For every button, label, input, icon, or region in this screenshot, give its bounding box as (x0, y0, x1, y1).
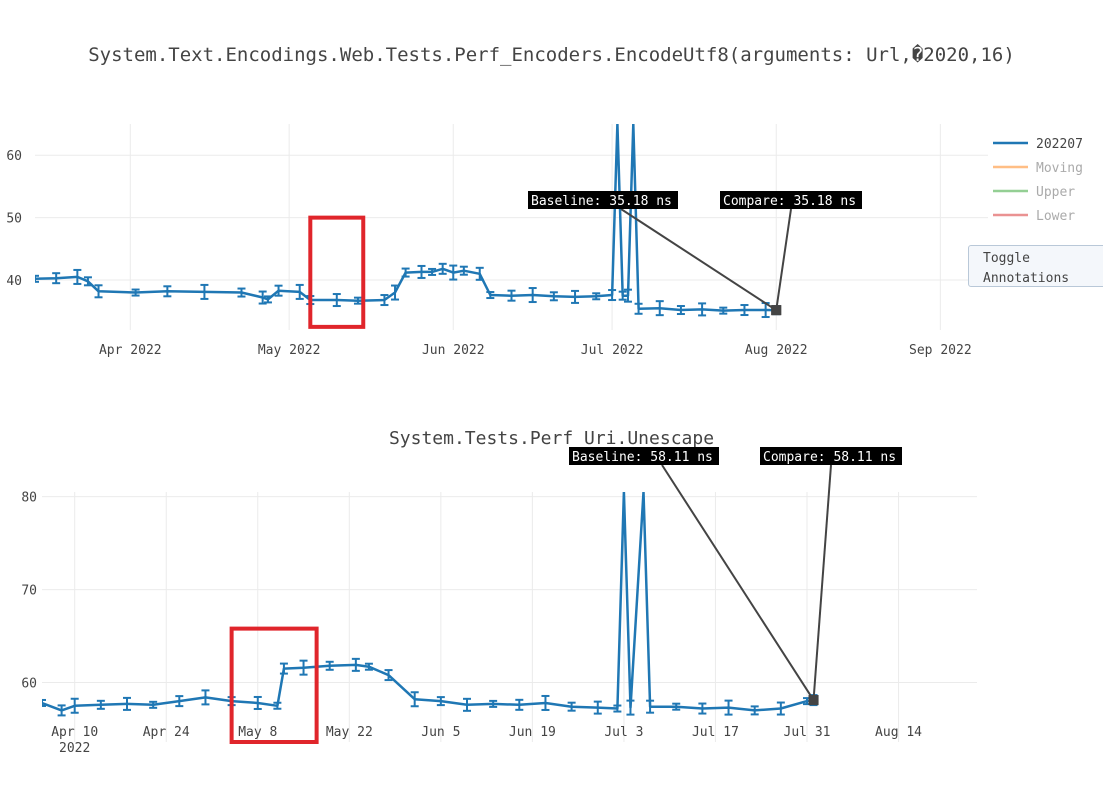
x-tick-label: May 2022 (258, 343, 321, 358)
annotation-label: Compare: 58.11 ns (763, 450, 896, 465)
annotation-box (720, 191, 862, 209)
legend-entry[interactable]: Upper (1036, 185, 1075, 200)
annotation-arrow (775, 208, 792, 311)
annotation-box (569, 447, 719, 465)
x-tick-label: Apr 10 2022 (51, 725, 98, 756)
highlight-box (308, 215, 366, 329)
x-tick-label: Apr 2022 (99, 343, 162, 358)
y-tick-label: 50 (6, 212, 22, 227)
annotation-arrow (620, 208, 777, 311)
x-tick-label: Jun 5 (421, 725, 460, 740)
x-tick-label: Jun 2022 (422, 343, 485, 358)
x-tick-label: Aug 2022 (745, 343, 808, 358)
y-tick-label: 60 (6, 149, 22, 164)
x-tick-label: Apr 24 (143, 725, 190, 740)
y-tick-label: 40 (6, 274, 22, 289)
annotation-point-marker (808, 695, 819, 706)
x-tick-label: Jul 17 (692, 725, 739, 740)
x-tick-label: Jul 31 (784, 725, 831, 740)
annotation-point-marker (771, 305, 782, 316)
chart-1: 40 50 60 Apr 2022 May 2022 Jun 2022 Jul 2022 Au… (6, 124, 1083, 358)
chart1-title: System.Text.Encodings.Web.Tests.Perf_Enc… (88, 44, 1015, 66)
toggle-annotations-button[interactable]: Toggle Annotations (968, 245, 1103, 287)
legend: 202207 Moving Upper Lower (993, 137, 1083, 224)
annotation-box (528, 191, 678, 209)
y-tick-label: 60 (21, 677, 37, 692)
chart2-title: System.Tests.Perf_Uri.Unescape (388, 428, 715, 449)
chart-2: 60 70 80 Apr 10 2022 Apr 24 May 8 May 22 Jun 5 Ju… (21, 447, 977, 756)
x-tick-label: Sep 2022 (909, 343, 972, 358)
highlight-box (229, 626, 319, 745)
series-line (42, 492, 814, 712)
legend-entry[interactable]: 202207 (1036, 137, 1083, 152)
annotation-label: Compare: 35.18 ns (723, 194, 856, 209)
y-tick-label: 70 (21, 584, 37, 599)
x-tick-label: May 22 (326, 725, 373, 740)
series-1 (42, 492, 818, 717)
annotation-label: Baseline: 58.11 ns (572, 450, 713, 465)
annotation-arrow (661, 464, 815, 701)
x-tick-label: Jun 19 (509, 725, 556, 740)
x-tick-label: Jul 3 (604, 725, 643, 740)
x-tick-label: Aug 14 (875, 725, 922, 740)
legend-entry[interactable]: Moving (1036, 161, 1083, 176)
annotation-box (760, 447, 902, 465)
series-line (35, 124, 777, 312)
x-tick-label: May 8 (238, 725, 277, 740)
x-tick-label: Jul 2022 (581, 343, 644, 358)
series-1 (35, 124, 781, 319)
annotation-label: Baseline: 35.18 ns (531, 194, 672, 209)
legend-entry[interactable]: Lower (1036, 209, 1075, 224)
y-tick-label: 80 (21, 491, 37, 506)
annotation-arrow (812, 464, 832, 701)
